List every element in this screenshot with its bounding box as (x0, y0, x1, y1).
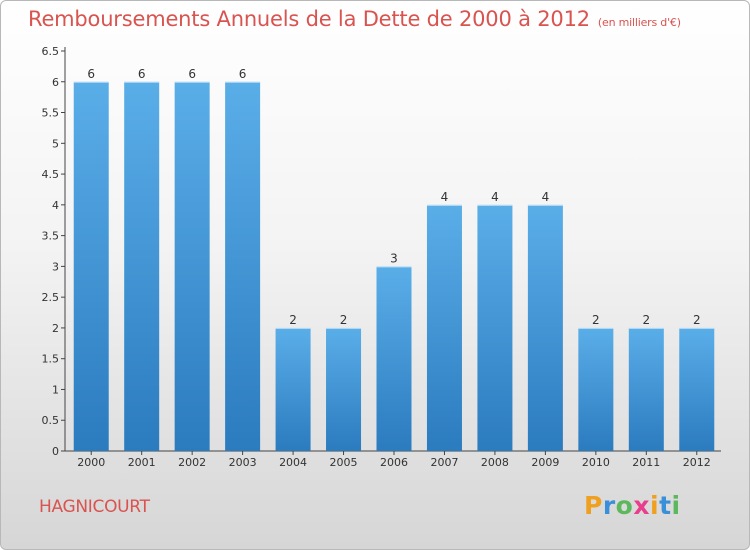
x-tick-label: 2005 (330, 456, 358, 469)
bar (124, 81, 160, 452)
chart-title: Remboursements Annuels de la Dette de 20… (28, 7, 681, 31)
logo-letter: i (671, 491, 681, 520)
logo-letter: P (584, 491, 603, 520)
logo-letter: t (659, 491, 672, 520)
bar (477, 204, 513, 451)
bar (225, 81, 261, 452)
x-tick-label: 2006 (380, 456, 408, 469)
x-tick-label: 2002 (178, 456, 206, 469)
y-tick-label: 2.5 (42, 291, 60, 304)
bar-value-label: 2 (592, 313, 600, 327)
bar-value-label: 2 (693, 313, 701, 327)
x-tick-label: 2004 (279, 456, 307, 469)
y-tick-label: 5 (52, 137, 59, 150)
y-tick-label: 6 (52, 76, 59, 89)
bar-value-label: 2 (642, 313, 650, 327)
chart-title-text: Remboursements Annuels de la Dette de 20… (28, 7, 590, 31)
bar (527, 204, 563, 451)
logo-letter: o (615, 491, 634, 520)
bar (628, 327, 664, 451)
bar (326, 327, 362, 451)
y-tick-label: 4.5 (42, 168, 60, 181)
bar-value-label: 4 (542, 190, 550, 204)
bar-value-label: 6 (188, 67, 196, 81)
x-tick-label: 2001 (128, 456, 156, 469)
bar-value-label: 4 (491, 190, 499, 204)
y-tick-label: 3 (52, 260, 59, 273)
proxiti-logo: Proxiti (584, 491, 681, 520)
bar-value-label: 6 (87, 67, 95, 81)
x-tick-label: 2008 (481, 456, 509, 469)
commune-name: HAGNICOURT (39, 497, 150, 517)
bar-value-label: 3 (390, 251, 398, 265)
y-tick-label: 1.5 (42, 353, 60, 366)
y-tick-label: 4 (52, 199, 59, 212)
logo-letter: x (633, 491, 650, 520)
y-tick-label: 3.5 (42, 230, 60, 243)
bar-value-label: 2 (289, 313, 297, 327)
y-tick-label: 0 (52, 445, 59, 458)
logo-letter: r (602, 491, 616, 520)
chart-unit: (en milliers d'€) (597, 16, 681, 29)
x-tick-label: 2003 (229, 456, 257, 469)
bar (426, 204, 462, 451)
y-tick-label: 5.5 (42, 107, 60, 120)
bar-value-label: 6 (138, 67, 146, 81)
bar (679, 327, 715, 451)
bar (578, 327, 614, 451)
bar-value-label: 2 (340, 313, 348, 327)
bar (376, 266, 412, 451)
x-tick-label: 2011 (632, 456, 660, 469)
y-tick-label: 6.5 (42, 45, 60, 58)
bar-value-label: 4 (441, 190, 449, 204)
y-tick-label: 2 (52, 322, 59, 335)
y-tick-label: 1 (52, 383, 59, 396)
bar-value-label: 6 (239, 67, 247, 81)
x-tick-label: 2012 (683, 456, 711, 469)
y-tick-label: 0.5 (42, 414, 60, 427)
bar (73, 81, 109, 452)
x-tick-label: 2010 (582, 456, 610, 469)
x-tick-label: 2007 (430, 456, 458, 469)
logo-letter: i (650, 491, 660, 520)
bar (275, 327, 311, 451)
bar (174, 81, 210, 452)
x-tick-label: 2009 (531, 456, 559, 469)
x-tick-label: 2000 (77, 456, 105, 469)
